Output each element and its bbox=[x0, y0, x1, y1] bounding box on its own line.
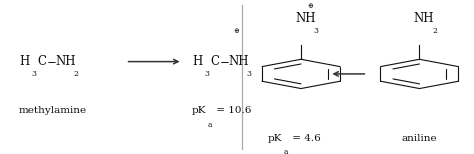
Text: NH: NH bbox=[295, 12, 316, 25]
Text: a: a bbox=[208, 121, 212, 129]
Text: 2: 2 bbox=[73, 70, 78, 78]
Text: aniline: aniline bbox=[401, 134, 438, 143]
Text: methylamine: methylamine bbox=[19, 106, 87, 115]
Text: ⊕: ⊕ bbox=[308, 2, 313, 10]
Text: NH: NH bbox=[414, 12, 434, 25]
Text: ⊕: ⊕ bbox=[233, 27, 239, 35]
Text: NH: NH bbox=[55, 55, 75, 68]
Text: 3: 3 bbox=[314, 27, 319, 35]
Text: 3: 3 bbox=[246, 70, 252, 78]
Text: = 4.6: = 4.6 bbox=[289, 134, 320, 143]
Text: C: C bbox=[210, 55, 219, 68]
Text: C: C bbox=[37, 55, 46, 68]
Text: 3: 3 bbox=[31, 70, 36, 78]
Text: = 10.6: = 10.6 bbox=[213, 106, 251, 115]
Text: pK: pK bbox=[192, 106, 207, 115]
Text: NH: NH bbox=[228, 55, 248, 68]
Text: pK: pK bbox=[268, 134, 283, 143]
Text: 2: 2 bbox=[432, 27, 437, 35]
Text: a: a bbox=[283, 148, 288, 154]
Text: H: H bbox=[192, 55, 202, 68]
Text: 3: 3 bbox=[204, 70, 210, 78]
Text: H: H bbox=[19, 55, 29, 68]
Text: −: − bbox=[46, 55, 56, 68]
Text: −: − bbox=[219, 55, 229, 68]
